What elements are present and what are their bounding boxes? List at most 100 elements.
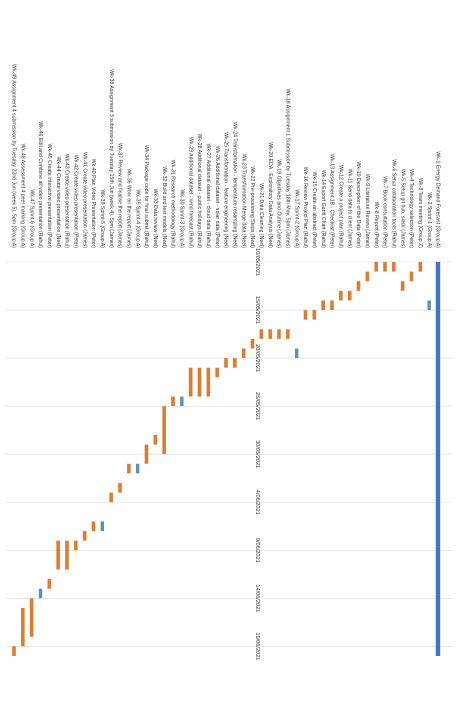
task-label: Wk-38 Assignment 3 submission by Tuesday… [108,69,114,248]
task-label: Wk-43 Create video presentation (Rahul) [64,154,70,249]
task-bar [21,607,25,647]
task-bar [277,329,281,339]
date-tick-label: 19/06/2021 [254,632,260,660]
task-bar [29,598,34,637]
task-bars [12,262,441,656]
task-bar [12,646,16,656]
task-label: Wk-3 Team meeting (Group Z) [417,178,423,248]
task-bar [224,358,228,368]
task-label: Wk-31 Research methodology (Rahul) [170,160,176,248]
milestone-bar [180,396,184,407]
task-label: Wk-24 Transformation - temperature resam… [231,122,237,248]
task-bar [330,300,334,311]
task-bar [286,329,290,339]
task-bar [188,367,193,397]
task-label: Wk-39 Sprint-5 (Group A) [99,189,105,248]
task-label: Wk-29 Additional dataset - wind forecast… [187,137,193,248]
task-label: Wk-1 Energy Demand Forecast (Group A) [435,151,441,248]
task-bar [392,262,396,272]
task-label: Wk-35 Sprint-4 (Group A) [134,189,140,248]
task-bar [356,281,361,291]
task-bar [233,358,237,368]
date-axis: 10/05/2021 15/05/2021 20/05/2021 25/05/2021… [254,248,260,660]
task-bar [127,463,131,474]
milestone-bar [135,463,140,474]
task-bar [339,290,343,301]
task-bar [109,492,113,503]
task-bar [118,483,122,493]
task-label: Wk-17 Sprint-2 (Group A) [293,189,299,248]
task-bar [321,300,325,311]
task-bar [65,540,69,570]
date-tick-label: 25/05/2021 [254,392,260,420]
milestone-bar [294,348,299,359]
task-bar [215,367,219,378]
task-label: Wk-14 Export Gantt Chart (Rahul) [320,170,326,248]
task-bar [409,271,414,282]
date-tick-label: 15/05/2021 [254,296,260,324]
task-label: Wk-32 Build and test models (Neel) [161,166,167,248]
date-tick-label: 14/06/2021 [254,584,260,612]
task-label: Wk-21 Data Cleaning (Neel) [258,183,264,248]
task-label: Wk-27 Additional dataset - cloud data (R… [205,144,211,249]
task-label: Wk-18 Assignment 1 Submission by Tuesday… [284,89,290,249]
task-bar [197,367,202,397]
task-label: Wk-22 Pre-processing Steps (Neel) [249,166,255,248]
date-tick-label: 4/06/2021 [254,490,260,515]
task-label: Wk-42 Create video presentation (Peter) [72,155,78,248]
task-bar [303,310,308,320]
date-tick-label: 20/05/2021 [254,344,260,372]
task-bar [162,406,166,455]
task-label: Wk-9 Literature Review (James) [364,174,370,248]
task-label: Wk-40 Plan Video Presentation (Peter) [90,159,96,249]
task-bar [74,540,78,551]
task-bar [268,329,272,339]
task-label: Wk-45 Create interactive presentation (P… [46,144,52,249]
task-label: Wk-28 Additional dataset - public holida… [196,134,202,249]
task-label: Wk-13 Assignment 1B - Checklist (Peter) [329,154,335,248]
task-bar [144,444,149,464]
task-label: Wk-36 Work on the report (James) [125,169,131,249]
task-label: Wk-11 Send data to client (James) [346,169,352,248]
task-bar [347,290,352,301]
task-label: Wk-4 Technology selection (Peter) [408,169,414,248]
task-bar [435,262,441,656]
task-label: Wk-6 Setup collaboration tools (Rahul) [390,159,396,248]
task-bar [171,396,175,407]
date-tick-label: 10/05/2021 [254,248,260,276]
task-label: Wk-26 Additional dataset - solar data (P… [214,146,220,248]
task-label: Wk-47 Sprint-6 (Group A) [28,189,34,248]
task-label: Wk-48 Assessment 4 peer marking (Group A… [19,144,25,249]
task-label: Wk-2 Sprint-1 (Group A) [426,192,432,248]
milestone-bar [427,300,431,311]
task-bar [312,310,317,320]
task-label: Wk-34 Package code for final submit (Rah… [143,145,149,248]
task-bar [241,348,246,359]
task-label: Wk-5 Setup git hub, slack (James) [399,169,405,248]
task-bar [365,271,370,282]
grid-lines [6,261,452,647]
task-bar [206,367,211,397]
task-bar [82,531,87,541]
task-bar [56,540,60,570]
task-label: Wk-15 Create an abstract (Peter) [311,172,317,249]
task-bar [91,521,96,532]
task-label: Wk-44 Create video presentation (Neel) [55,157,61,249]
task-bar [259,329,264,339]
task-label: Wk-25 Transformation - feature engineeri… [223,132,229,248]
milestone-bar [100,521,105,532]
task-label: Wk-37 Review and finalise the report (Ja… [117,143,123,248]
task-bar [383,262,387,272]
task-label: Wk-23 Transformation Merge data (Neel) [240,154,246,249]
task-label: Wk-49 Assignment 4 submission by Tuesday… [11,64,17,248]
date-tick-label: 9/06/2021 [254,538,260,563]
task-label: Wk-41 Create video presentation (James) [81,152,87,248]
task-label: Wk-7 Book consultation (Peter) [382,176,388,248]
task-label: Wk-30 Sprint-3 (Group A) [178,189,184,248]
task-label: Wk-19 Objectives and Outline (James) [276,159,282,248]
task-labels: Wk-1 Energy Demand Forecast (Group A)Wk-… [11,64,441,248]
task-bar [153,434,158,445]
task-label: Wk-16 Review Project Plan (Rahul) [302,167,308,249]
task-bar [400,281,405,291]
